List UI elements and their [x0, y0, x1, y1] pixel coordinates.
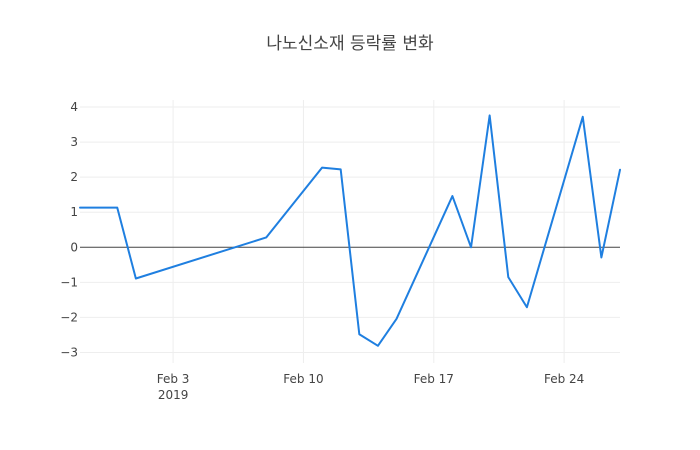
- x-tick-sublabel: 2019: [158, 388, 189, 402]
- y-tick-label: −1: [60, 275, 78, 289]
- x-tick-label: Feb 24: [544, 372, 584, 386]
- y-tick-label: 4: [70, 100, 78, 114]
- chart-title: 나노신소재 등락률 변화: [266, 34, 434, 54]
- x-tick-label: Feb 3: [157, 372, 190, 386]
- series-line: [79, 114, 621, 347]
- y-axis: 4 3 2 1 0 −1 −2 −3: [60, 100, 78, 359]
- x-tick-label: Feb 17: [414, 372, 454, 386]
- y-tick-label: −2: [60, 310, 78, 324]
- y-tick-label: 1: [70, 205, 78, 219]
- y-tick-label: −3: [60, 345, 78, 359]
- grid-layer: [80, 100, 620, 363]
- x-tick-label: Feb 10: [283, 372, 323, 386]
- y-tick-label: 3: [70, 135, 78, 149]
- y-tick-label: 2: [70, 170, 78, 184]
- series-layer: [79, 114, 621, 347]
- y-tick-label: 0: [70, 240, 78, 254]
- x-axis: Feb 3 2019 Feb 10 Feb 17 Feb 24: [157, 372, 585, 402]
